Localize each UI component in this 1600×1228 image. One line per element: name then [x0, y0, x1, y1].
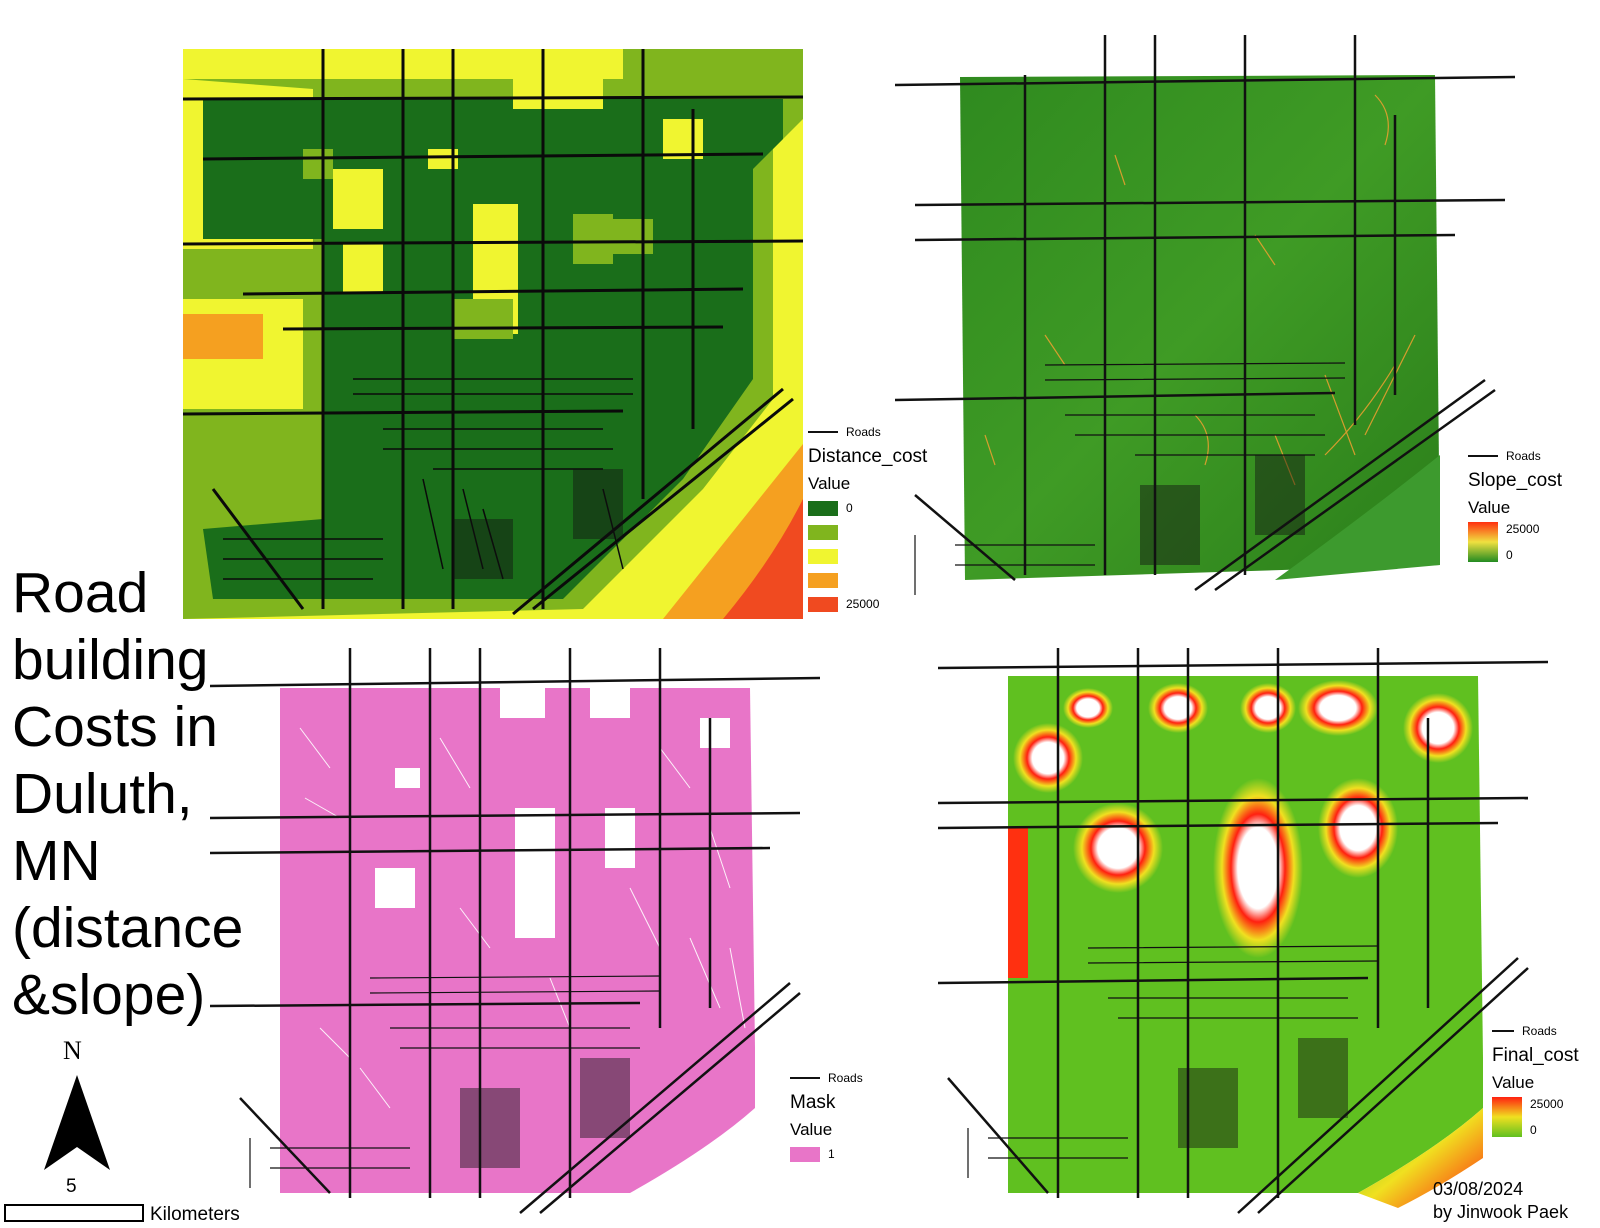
legend-swatch — [808, 596, 838, 612]
title-line: building — [12, 628, 209, 692]
title-line: Costs in — [12, 695, 218, 759]
title-line: (distance — [12, 896, 244, 960]
roads-line-symbol — [1492, 1030, 1514, 1032]
scale-bar — [4, 1204, 144, 1222]
ramp-min-label: 0 — [1506, 548, 1513, 562]
credits: 03/08/2024 by Jinwook Paek — [1433, 1178, 1568, 1224]
legend-title: Final_cost — [1492, 1045, 1579, 1066]
scale-unit: Kilometers — [150, 1204, 240, 1225]
roads-line-symbol — [790, 1077, 820, 1079]
legend-title: Distance_cost — [808, 446, 928, 467]
ramp-min-label: 0 — [1530, 1123, 1537, 1137]
title-line: Road — [12, 561, 149, 625]
legend-class-label: 1 — [828, 1147, 835, 1161]
legend-swatch — [808, 500, 838, 516]
north-label: N — [63, 1036, 82, 1065]
legend-swatch — [790, 1146, 820, 1162]
map-author: by Jinwook Paek — [1433, 1202, 1569, 1222]
slope-cost-map — [894, 35, 1516, 595]
legend-color-ramp — [1468, 522, 1498, 562]
legend-class-label: 0 — [846, 501, 853, 515]
title-line: Duluth, — [12, 762, 193, 826]
legend-subtitle: Value — [790, 1120, 833, 1139]
final-cost-legend: Roads Final_cost Value 25000 0 — [1492, 1023, 1579, 1137]
mask-map — [209, 648, 821, 1214]
legend-subtitle: Value — [1492, 1073, 1535, 1092]
legend-swatch — [808, 524, 838, 540]
final-cost-map — [937, 648, 1549, 1214]
scale-value: 5 — [66, 1176, 77, 1197]
distance-cost-map — [182, 49, 804, 619]
title-line: &slope) — [12, 963, 206, 1027]
map-date: 03/08/2024 — [1433, 1179, 1524, 1199]
legend-color-ramp — [1492, 1097, 1522, 1137]
ramp-max-label: 25000 — [1506, 522, 1540, 536]
roads-label: Roads — [1522, 1024, 1557, 1038]
mask-legend: Roads Mask Value 1 — [790, 1070, 863, 1164]
legend-title: Mask — [790, 1092, 836, 1113]
ramp-max-label: 25000 — [1530, 1097, 1564, 1111]
legend-subtitle: Value — [808, 474, 851, 493]
legend-swatch — [808, 572, 838, 588]
north-arrow-icon — [44, 1075, 110, 1170]
legend-swatch — [808, 548, 838, 564]
legend-class-label: 25000 — [846, 597, 880, 611]
roads-line-symbol — [1468, 455, 1498, 457]
distance-cost-legend: Roads Distance_cost Value 0 25000 — [808, 424, 927, 614]
roads-line-symbol — [808, 431, 838, 433]
legend-subtitle: Value — [1468, 498, 1511, 517]
slope-cost-legend: Roads Slope_cost Value 25000 0 — [1468, 448, 1562, 562]
legend-title: Slope_cost — [1468, 470, 1563, 491]
map-title: Road building Costs in Duluth, MN (dista… — [12, 560, 272, 1029]
roads-label: Roads — [1506, 449, 1541, 463]
roads-label: Roads — [846, 425, 881, 439]
title-line: MN — [12, 829, 101, 893]
roads-label: Roads — [828, 1071, 863, 1085]
